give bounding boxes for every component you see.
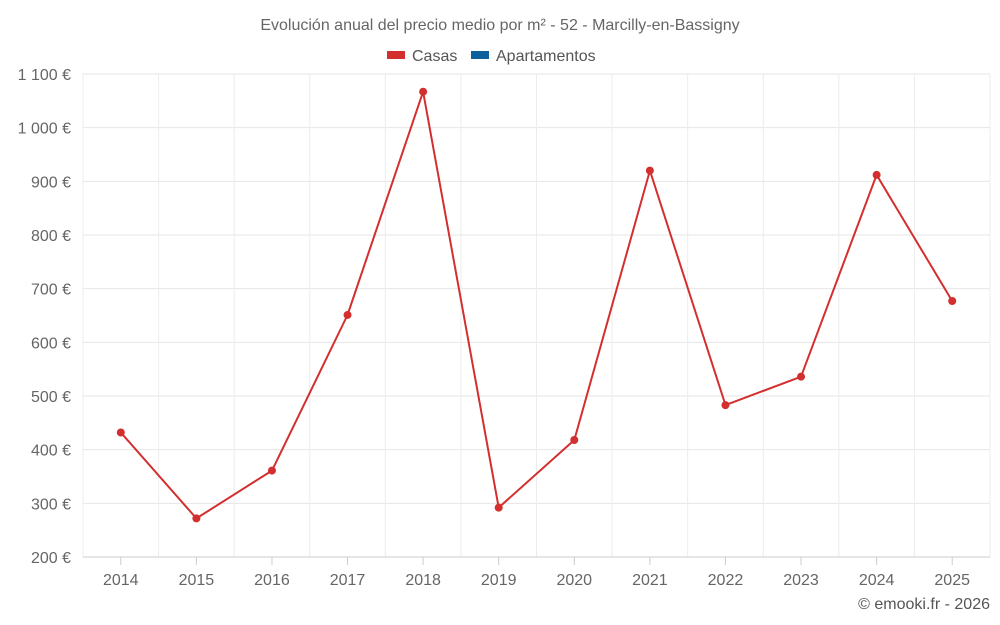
legend-item-casas[interactable]: Casas xyxy=(387,48,457,65)
data-point xyxy=(570,436,579,445)
x-tick-label: 2021 xyxy=(632,572,668,589)
x-tick-label: 2025 xyxy=(934,572,970,589)
data-point xyxy=(797,372,806,381)
legend-label-apartamentos: Apartamentos xyxy=(496,48,596,65)
series-layer xyxy=(116,87,957,523)
credit: © emooki.fr - 2026 xyxy=(858,596,990,613)
legend-item-apartamentos[interactable]: Apartamentos xyxy=(471,48,596,65)
x-tick-label: 2019 xyxy=(481,572,517,589)
y-tick-label: 500 € xyxy=(31,389,71,406)
data-point xyxy=(948,297,957,306)
grid xyxy=(82,73,991,558)
legend-label-casas: Casas xyxy=(412,48,457,65)
data-point xyxy=(721,401,730,410)
y-tick-label: 300 € xyxy=(31,496,71,513)
x-tick-label: 2022 xyxy=(708,572,744,589)
y-tick-label: 400 € xyxy=(31,443,71,460)
data-point xyxy=(116,428,125,437)
data-point xyxy=(645,166,654,175)
x-tick-label: 2024 xyxy=(859,572,895,589)
y-tick-label: 600 € xyxy=(31,335,71,352)
y-tick-label: 700 € xyxy=(31,282,71,299)
legend: Casas Apartamentos xyxy=(387,48,596,65)
y-tick-label: 1 100 € xyxy=(18,67,71,84)
x-tick-label: 2020 xyxy=(556,572,592,589)
x-axis: 2014 2015 2016 2017 2018 2019 2020 2021 2022 2023… xyxy=(83,556,990,589)
data-point xyxy=(343,310,352,319)
x-tick-label: 2016 xyxy=(254,572,290,589)
y-tick-label: 800 € xyxy=(31,228,71,245)
data-point xyxy=(267,466,276,475)
x-tick-label: 2015 xyxy=(179,572,215,589)
y-tick-label: 200 € xyxy=(31,550,71,567)
legend-swatch-apartamentos xyxy=(471,51,489,59)
chart-title: Evolución anual del precio medio por m² … xyxy=(260,17,739,34)
data-point xyxy=(419,87,428,96)
y-tick-label: 900 € xyxy=(31,174,71,191)
data-point xyxy=(494,503,503,512)
x-tick-label: 2023 xyxy=(783,572,819,589)
x-tick-label: 2017 xyxy=(330,572,366,589)
x-tick-label: 2018 xyxy=(405,572,441,589)
y-tick-label: 1 000 € xyxy=(18,121,71,138)
data-point xyxy=(192,514,201,523)
data-point xyxy=(872,170,881,179)
series-line-casas xyxy=(120,90,954,520)
legend-swatch-casas xyxy=(387,51,405,59)
y-axis: 200 € 300 € 400 € 500 € 600 € 700 € 800 € 900 €… xyxy=(18,67,71,567)
x-tick-label: 2014 xyxy=(103,572,139,589)
